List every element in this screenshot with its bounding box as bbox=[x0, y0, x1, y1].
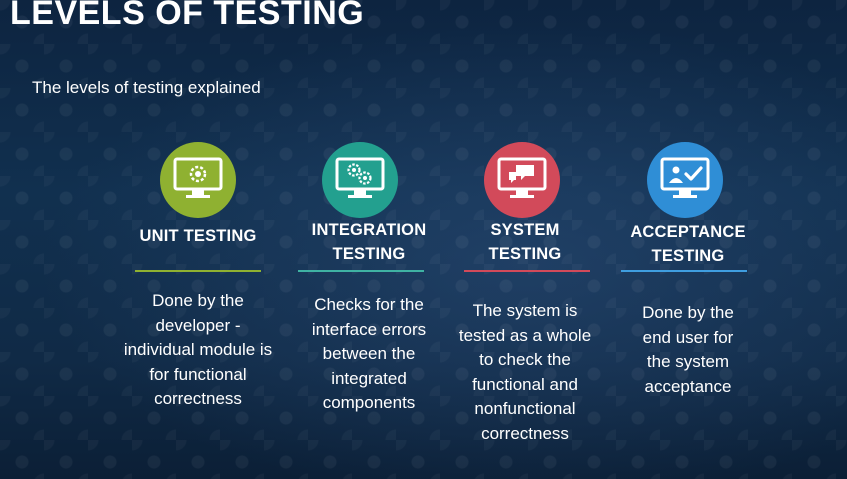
system-testing-icon-circle bbox=[484, 142, 560, 218]
desc-line: Done by the bbox=[152, 291, 244, 310]
desc-line: for functional bbox=[149, 364, 247, 384]
desc-line: Done by the bbox=[642, 303, 734, 322]
slide-subtitle: The levels of testing explained bbox=[32, 78, 261, 97]
acceptance-testing-description: Done by the end user for the system acce… bbox=[603, 301, 773, 399]
desc-line: nonfunctional bbox=[474, 399, 576, 418]
heading-line: UNIT TESTING bbox=[139, 227, 257, 245]
desc-line: integrated bbox=[331, 368, 407, 388]
system-testing-description: The system is tested as a whole to check… bbox=[440, 299, 610, 446]
desc-line: developer - bbox=[155, 315, 241, 335]
monitor-gear-icon bbox=[173, 157, 223, 198]
divider bbox=[464, 270, 590, 272]
desc-line: functional and bbox=[472, 374, 578, 394]
acceptance-testing-icon-circle bbox=[647, 142, 723, 218]
desc-line: correctness bbox=[481, 423, 569, 443]
slide-title: LEVELS OF TESTING bbox=[10, 0, 365, 32]
divider bbox=[621, 270, 747, 272]
system-testing-heading: SYSTEM TESTING bbox=[440, 218, 610, 266]
desc-line: end user for bbox=[642, 327, 734, 347]
desc-line: Checks for the bbox=[314, 295, 424, 314]
heading-line: TESTING bbox=[332, 245, 406, 263]
divider bbox=[135, 270, 261, 272]
desc-line: components bbox=[322, 393, 416, 412]
heading-line: INTEGRATION bbox=[311, 221, 427, 239]
desc-line: individual module is bbox=[123, 340, 273, 359]
desc-line: between the bbox=[322, 344, 416, 363]
unit-testing-description: Done by the developer - individual modul… bbox=[113, 289, 283, 412]
desc-line: acceptance bbox=[644, 376, 732, 396]
desc-line: correctness bbox=[154, 389, 242, 408]
divider bbox=[298, 270, 424, 272]
monitor-gears-icon bbox=[335, 157, 385, 198]
unit-testing-icon-circle bbox=[160, 142, 236, 218]
desc-line: The system is bbox=[472, 301, 578, 320]
desc-line: to check the bbox=[479, 350, 571, 369]
desc-line: tested as a whole bbox=[458, 325, 592, 345]
heading-line: TESTING bbox=[651, 247, 725, 265]
heading-line: ACCEPTANCE bbox=[630, 223, 746, 241]
monitor-user-check-icon bbox=[660, 157, 710, 198]
unit-testing-heading: UNIT TESTING bbox=[113, 224, 283, 248]
desc-line: interface errors bbox=[311, 319, 427, 339]
heading-line: SYSTEM bbox=[490, 221, 560, 239]
monitor-chat-icon bbox=[497, 157, 547, 198]
integration-testing-heading: INTEGRATION TESTING bbox=[284, 218, 454, 266]
desc-line: the system bbox=[646, 352, 730, 371]
integration-testing-icon-circle bbox=[322, 142, 398, 218]
acceptance-testing-heading: ACCEPTANCE TESTING bbox=[603, 220, 773, 268]
integration-testing-description: Checks for the interface errors between … bbox=[284, 293, 454, 416]
heading-line: TESTING bbox=[488, 245, 562, 263]
